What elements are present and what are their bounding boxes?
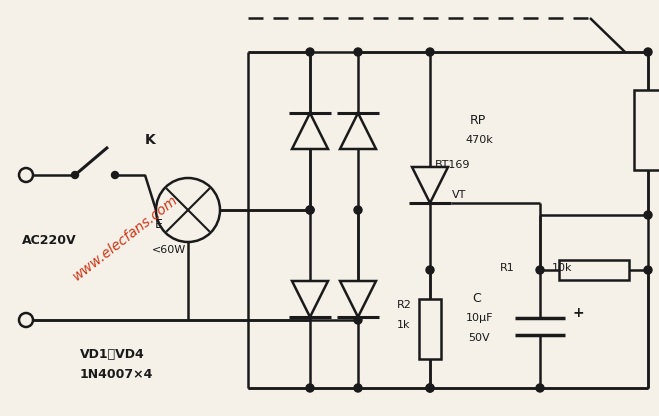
Circle shape <box>306 206 314 214</box>
Circle shape <box>306 384 314 392</box>
Text: 10k: 10k <box>552 263 573 273</box>
Circle shape <box>644 211 652 219</box>
Text: BT169: BT169 <box>435 160 471 170</box>
Circle shape <box>354 384 362 392</box>
Circle shape <box>426 384 434 392</box>
Text: R2: R2 <box>397 300 412 310</box>
Text: VT: VT <box>452 190 467 200</box>
Circle shape <box>536 266 544 274</box>
Bar <box>419 299 441 359</box>
Circle shape <box>306 206 314 214</box>
Text: www.elecfans.com: www.elecfans.com <box>70 192 181 283</box>
Text: 10μF: 10μF <box>466 313 494 323</box>
Polygon shape <box>292 281 328 317</box>
Circle shape <box>354 206 362 214</box>
Text: VD1～VD4: VD1～VD4 <box>80 349 145 362</box>
Circle shape <box>354 316 362 324</box>
Circle shape <box>426 266 434 274</box>
Text: E: E <box>155 218 163 231</box>
Circle shape <box>426 48 434 56</box>
Text: AC220V: AC220V <box>22 233 76 247</box>
Circle shape <box>644 266 652 274</box>
Text: +: + <box>573 306 585 320</box>
Polygon shape <box>292 113 328 149</box>
Polygon shape <box>340 113 376 149</box>
Text: C: C <box>472 292 481 305</box>
Circle shape <box>354 48 362 56</box>
Circle shape <box>644 48 652 56</box>
Text: <60W: <60W <box>152 245 186 255</box>
Text: 1N4007×4: 1N4007×4 <box>80 369 154 381</box>
Text: 50V: 50V <box>468 333 490 343</box>
Text: K: K <box>145 133 156 147</box>
Circle shape <box>426 384 434 392</box>
Circle shape <box>306 48 314 56</box>
Bar <box>559 260 629 280</box>
Text: 470k: 470k <box>465 135 493 145</box>
Circle shape <box>536 384 544 392</box>
Bar <box>634 90 659 170</box>
Polygon shape <box>412 167 448 203</box>
Circle shape <box>71 171 78 178</box>
Text: 1k: 1k <box>397 320 411 330</box>
Polygon shape <box>340 281 376 317</box>
Text: RP: RP <box>470 114 486 126</box>
Circle shape <box>111 171 119 178</box>
Text: R1: R1 <box>500 263 515 273</box>
